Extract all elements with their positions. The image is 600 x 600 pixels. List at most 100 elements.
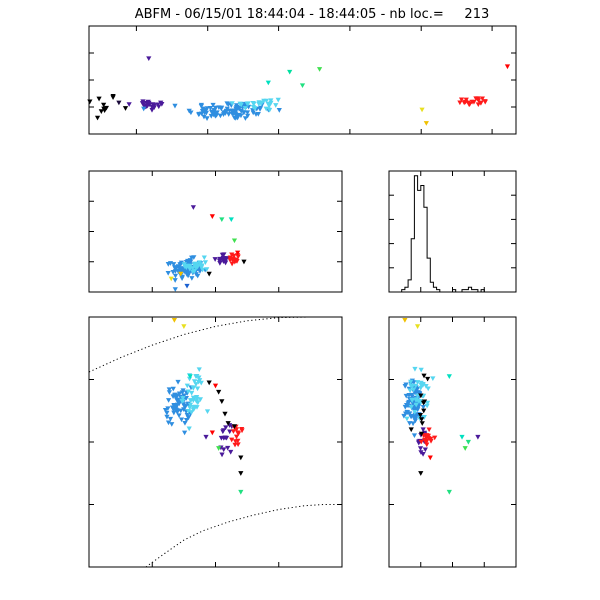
source-point (465, 439, 471, 445)
source-point (427, 455, 433, 461)
source-point (183, 418, 190, 423)
source-point (420, 427, 426, 433)
source-point (145, 99, 151, 105)
source-point (222, 260, 229, 266)
source-point (184, 383, 190, 389)
source-point (250, 110, 256, 116)
source-point (402, 318, 408, 323)
source-point (216, 446, 222, 451)
source-point (425, 376, 431, 382)
source-point (235, 431, 242, 437)
source-point (430, 376, 436, 382)
source-point (419, 421, 425, 426)
source-point (418, 393, 424, 399)
source-point (190, 269, 196, 275)
source-point (411, 414, 417, 420)
source-point (287, 69, 293, 75)
source-point (415, 398, 421, 404)
source-point (227, 257, 233, 263)
source-point (209, 214, 215, 219)
source-point (165, 420, 172, 426)
source-point (229, 252, 235, 258)
source-point (263, 106, 269, 112)
source-point (155, 102, 161, 108)
source-point (225, 102, 232, 107)
source-point (423, 438, 429, 443)
source-point (432, 435, 438, 441)
source-point (187, 402, 194, 408)
source-point (202, 110, 208, 116)
source-point (458, 97, 465, 103)
plot-frame (388, 316, 517, 568)
source-point (421, 408, 427, 414)
source-point (403, 402, 410, 408)
source-point (231, 424, 238, 429)
source-point (194, 264, 201, 270)
source-point (418, 367, 424, 373)
source-point (188, 110, 194, 116)
source-point (424, 442, 430, 448)
source-point (212, 383, 219, 389)
source-point (184, 413, 190, 418)
source-point (166, 398, 172, 403)
source-point (235, 442, 241, 448)
source-point (189, 390, 195, 396)
source-point (245, 113, 251, 119)
source-point (411, 407, 417, 412)
source-point (187, 405, 193, 411)
panels (87, 25, 517, 568)
source-point (116, 100, 122, 106)
panel-x-z (88, 170, 343, 293)
source-point (199, 263, 205, 269)
source-point (231, 257, 237, 262)
source-point (233, 109, 239, 114)
source-point (504, 64, 511, 70)
source-point (172, 392, 178, 398)
source-point (193, 262, 200, 267)
source-point (225, 445, 231, 451)
source-point (423, 121, 429, 126)
source-point (276, 108, 282, 113)
source-point (475, 102, 481, 108)
source-point (180, 402, 186, 407)
source-point (187, 374, 193, 379)
source-point (237, 101, 243, 107)
source-point (94, 115, 101, 121)
plot-frame (88, 25, 517, 135)
source-point (185, 258, 191, 264)
source-point (226, 112, 232, 117)
panel-z-y (388, 316, 517, 568)
plot-frame (88, 170, 343, 293)
source-point (420, 381, 426, 387)
source-point (229, 437, 235, 443)
source-point (222, 411, 228, 417)
source-point (198, 102, 205, 108)
source-point (221, 256, 227, 261)
source-point (191, 379, 198, 384)
source-point (421, 415, 427, 420)
source-point (210, 102, 216, 108)
source-point (189, 276, 195, 281)
source-point (408, 379, 414, 385)
source-point (225, 421, 231, 426)
source-point (165, 270, 171, 276)
source-point (176, 413, 182, 419)
source-point (209, 430, 215, 436)
source-point (197, 260, 203, 266)
panel-x-y (88, 316, 343, 568)
source-point (87, 99, 93, 105)
source-point (409, 394, 415, 400)
source-point (469, 99, 475, 105)
source-point (257, 107, 263, 112)
source-point (188, 398, 194, 403)
source-point (414, 393, 421, 399)
source-point (169, 422, 175, 427)
source-point (191, 404, 197, 410)
range-ring (145, 504, 342, 568)
source-point (402, 384, 408, 389)
source-point (204, 116, 210, 121)
source-point (171, 410, 177, 416)
source-point (413, 402, 419, 408)
source-point (216, 105, 222, 111)
source-point (211, 108, 218, 113)
